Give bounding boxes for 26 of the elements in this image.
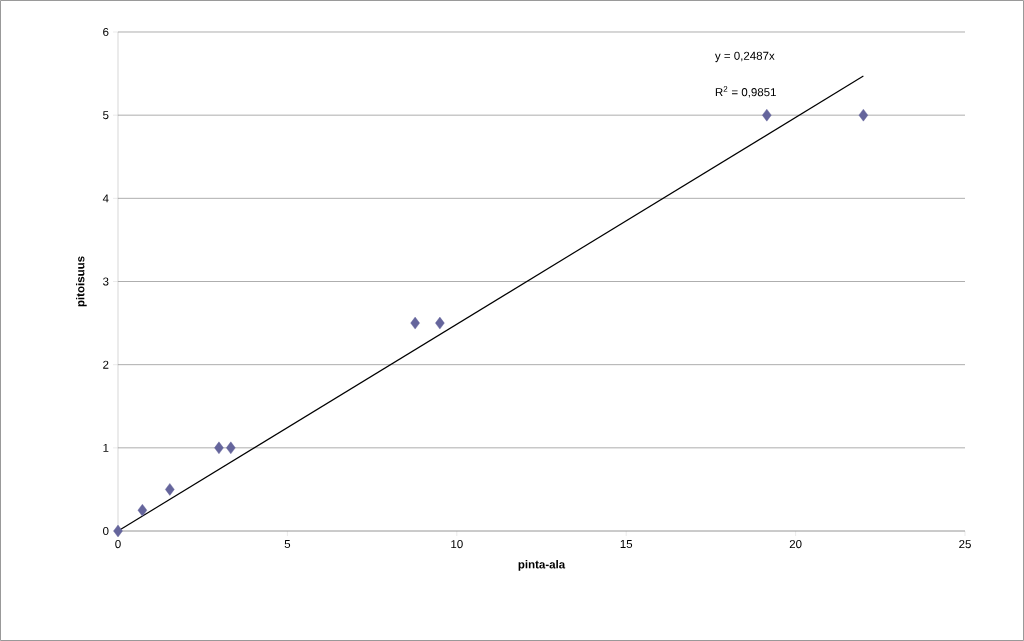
y-tick-label: 0 [103, 526, 109, 536]
x-tick-label: 25 [959, 540, 971, 549]
annotation: y = 0,2487x [714, 51, 775, 63]
x-tick-label: 20 [789, 540, 802, 549]
y-tick-label: 5 [103, 111, 109, 120]
point [410, 316, 420, 330]
point [762, 108, 772, 122]
point [214, 441, 224, 455]
point [435, 316, 445, 330]
x-tick-label: 15 [620, 540, 633, 549]
y-tick-label: 3 [103, 277, 109, 286]
x-tick-label: 10 [451, 540, 463, 549]
x-tick-label: 0 [115, 540, 121, 549]
point [113, 524, 123, 538]
point [165, 483, 175, 496]
annotation: R$^{2}$ = 0,9851 [715, 86, 776, 98]
y-tick-label: 4 [102, 194, 109, 203]
y-tick-label: 2 [103, 360, 109, 369]
x-axis-title: pinta-ala [518, 560, 566, 571]
point [226, 441, 236, 455]
x-tick-label: 5 [284, 540, 291, 549]
y-axis-title: pitoisuus [75, 256, 87, 307]
y-tick-label: 1 [103, 443, 109, 452]
y-tick-label: 6 [103, 27, 109, 37]
point [137, 504, 148, 517]
point [858, 108, 869, 122]
